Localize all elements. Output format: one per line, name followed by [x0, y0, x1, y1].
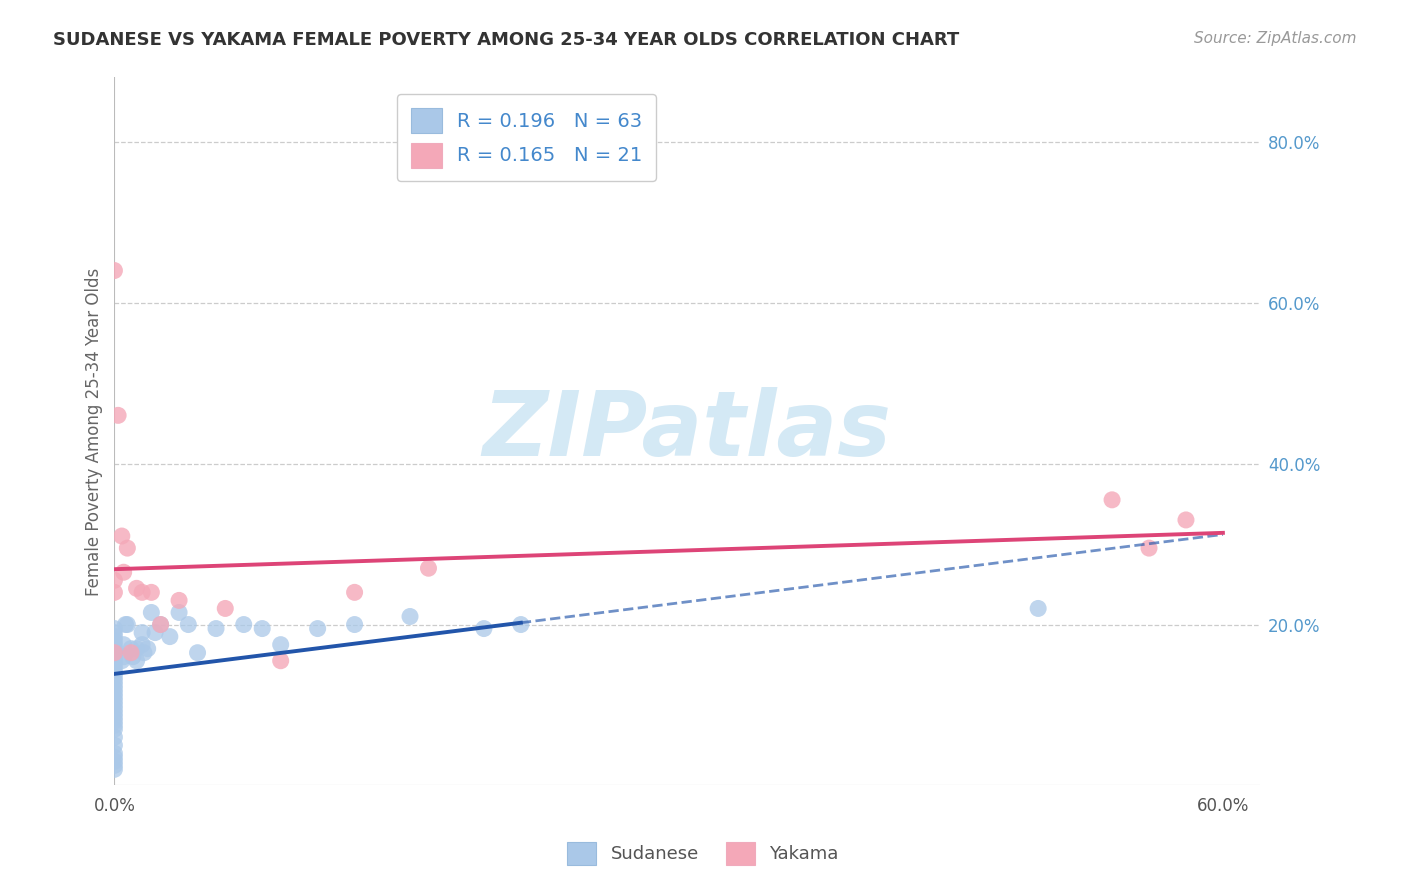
Point	[250, 622, 273, 636]
Point	[103, 673, 125, 688]
Point	[167, 593, 190, 607]
Point	[149, 617, 172, 632]
Point	[187, 646, 209, 660]
Point	[103, 670, 125, 684]
Point	[103, 646, 125, 660]
Point	[472, 622, 495, 636]
Point	[103, 657, 125, 672]
Point	[112, 566, 135, 580]
Point	[343, 585, 366, 599]
Text: SUDANESE VS YAKAMA FEMALE POVERTY AMONG 25-34 YEAR OLDS CORRELATION CHART: SUDANESE VS YAKAMA FEMALE POVERTY AMONG …	[53, 31, 960, 49]
Point	[103, 702, 125, 716]
Point	[125, 654, 148, 668]
Point	[103, 574, 125, 588]
Point	[103, 630, 125, 644]
Point	[103, 665, 125, 680]
Text: Source: ZipAtlas.com: Source: ZipAtlas.com	[1194, 31, 1357, 46]
Point	[270, 654, 292, 668]
Point	[103, 681, 125, 696]
Point	[1026, 601, 1049, 615]
Point	[103, 714, 125, 728]
Point	[103, 638, 125, 652]
Point	[103, 622, 125, 636]
Point	[103, 710, 125, 724]
Point	[103, 754, 125, 768]
Point	[103, 263, 125, 277]
Point	[103, 678, 125, 692]
Point	[103, 646, 125, 660]
Point	[103, 706, 125, 720]
Point	[112, 638, 135, 652]
Point	[103, 694, 125, 708]
Point	[125, 582, 148, 596]
Point	[1175, 513, 1198, 527]
Point	[111, 529, 134, 543]
Point	[103, 746, 125, 760]
Point	[114, 617, 136, 632]
Point	[103, 585, 125, 599]
Point	[141, 585, 163, 599]
Point	[103, 662, 125, 676]
Legend: Sudanese, Yakama: Sudanese, Yakama	[560, 835, 846, 872]
Point	[131, 585, 153, 599]
Point	[112, 649, 135, 664]
Point	[136, 641, 159, 656]
Point	[143, 625, 166, 640]
Point	[120, 641, 142, 656]
Point	[103, 763, 125, 777]
Point	[103, 641, 125, 656]
Point	[111, 654, 134, 668]
Point	[270, 638, 292, 652]
Point	[132, 646, 155, 660]
Point	[107, 409, 129, 423]
Point	[1137, 541, 1160, 555]
Point	[103, 758, 125, 772]
Point	[149, 617, 172, 632]
Point	[103, 738, 125, 752]
Legend: R = 0.196   N = 63, R = 0.165   N = 21: R = 0.196 N = 63, R = 0.165 N = 21	[398, 95, 657, 181]
Point	[122, 649, 145, 664]
Point	[120, 646, 142, 660]
Point	[214, 601, 236, 615]
Point	[232, 617, 254, 632]
Point	[117, 541, 139, 555]
Point	[103, 718, 125, 732]
Point	[159, 630, 181, 644]
Point	[418, 561, 440, 575]
Point	[125, 641, 148, 656]
Point	[205, 622, 228, 636]
Point	[167, 606, 190, 620]
Point	[103, 654, 125, 668]
Point	[103, 730, 125, 744]
Point	[103, 686, 125, 700]
Point	[103, 690, 125, 704]
Point	[141, 606, 163, 620]
Y-axis label: Female Poverty Among 25-34 Year Olds: Female Poverty Among 25-34 Year Olds	[86, 268, 103, 596]
Point	[131, 638, 153, 652]
Point	[117, 617, 139, 632]
Text: ZIPatlas: ZIPatlas	[482, 387, 891, 475]
Point	[103, 633, 125, 648]
Point	[103, 625, 125, 640]
Point	[343, 617, 366, 632]
Point	[307, 622, 329, 636]
Point	[399, 609, 422, 624]
Point	[103, 722, 125, 736]
Point	[509, 617, 531, 632]
Point	[103, 698, 125, 712]
Point	[103, 750, 125, 764]
Point	[131, 625, 153, 640]
Point	[103, 649, 125, 664]
Point	[1101, 492, 1123, 507]
Point	[177, 617, 200, 632]
